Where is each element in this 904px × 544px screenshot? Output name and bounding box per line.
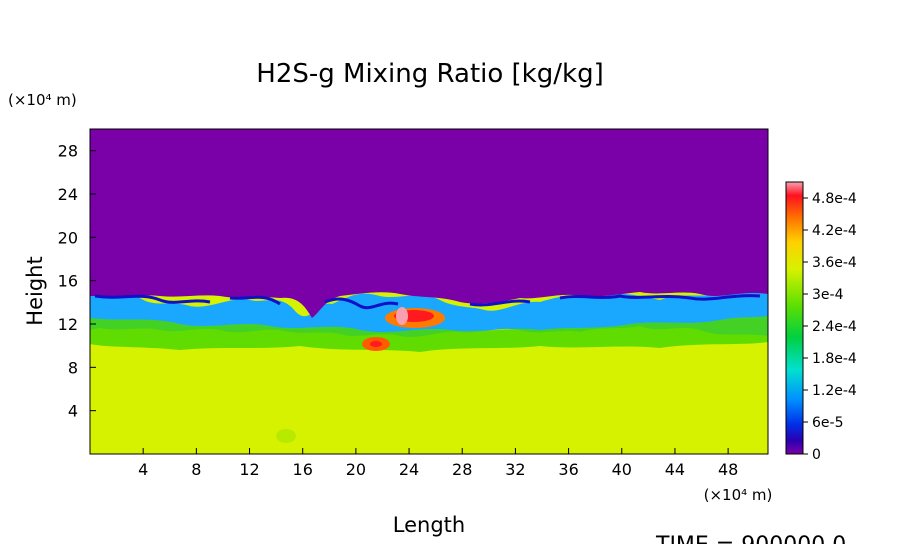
x-tick-label: 28 — [452, 460, 472, 479]
y-tick-label: 28 — [58, 142, 78, 161]
colorbar-tick-label: 1.8e-4 — [812, 351, 857, 367]
x-tick-label: 8 — [191, 460, 201, 479]
colorbar-tick-label: 0 — [812, 447, 821, 463]
y-tick-label: 8 — [68, 358, 78, 377]
bottom-green-blob — [276, 429, 296, 443]
x-tick-label: 44 — [665, 460, 685, 479]
plot-frame — [89, 128, 769, 455]
colorbar-tick-label: 3e-4 — [812, 287, 844, 303]
y-axis-unit: (×10⁴ m) — [8, 91, 77, 109]
colorbar-tick-label: 6e-5 — [812, 415, 843, 431]
hotspot-pink — [396, 307, 408, 325]
y-tick-label: 24 — [58, 185, 78, 204]
x-axis-ticks: 4 8 12 16 20 24 28 32 36 40 44 48 — [138, 448, 738, 479]
colorbar-tick-label: 2.4e-4 — [812, 319, 857, 335]
colorbar-tick-label: 4.2e-4 — [812, 223, 857, 239]
x-tick-label: 40 — [612, 460, 632, 479]
x-tick-label: 4 — [138, 460, 148, 479]
interface-green-band — [90, 316, 768, 352]
colorbar-tick-label: 4.8e-4 — [812, 191, 857, 207]
heatmap-field — [90, 129, 768, 454]
hotspot-lower-red — [370, 341, 382, 347]
hotspot-group — [362, 307, 445, 351]
x-tick-label: 36 — [558, 460, 578, 479]
y-tick-label: 4 — [68, 402, 78, 421]
y-tick-label: 16 — [58, 272, 78, 291]
upper-layer-fill — [90, 129, 768, 291]
colorbar-tick-label: 1.2e-4 — [812, 383, 857, 399]
y-axis-ticks: 4 8 12 16 20 24 28 — [58, 142, 96, 421]
dark-blue-filaments — [94, 294, 761, 310]
colorbar — [785, 181, 804, 455]
chart-title: H2S-g Mixing Ratio [kg/kg] — [256, 59, 603, 89]
x-tick-label: 32 — [505, 460, 525, 479]
y-axis-label: Height — [23, 256, 47, 325]
y-tick-label: 12 — [58, 315, 78, 334]
colorbar-tick-label: 3.6e-4 — [812, 255, 857, 271]
x-tick-label: 16 — [293, 460, 313, 479]
colorbar-ticks: 0 6e-5 1.2e-4 1.8e-4 2.4e-4 3e-4 3.6e-4 4.2e-4 4… — [803, 191, 857, 463]
x-tick-label: 20 — [346, 460, 366, 479]
x-tick-label: 12 — [239, 460, 259, 479]
x-axis-unit: (×10⁴ m) — [704, 486, 773, 504]
x-axis-label: Length — [393, 513, 465, 537]
y-tick-label: 20 — [58, 228, 78, 247]
x-tick-label: 48 — [718, 460, 738, 479]
x-tick-label: 24 — [399, 460, 419, 479]
time-label: TIME = 900000.0 — [655, 533, 846, 544]
